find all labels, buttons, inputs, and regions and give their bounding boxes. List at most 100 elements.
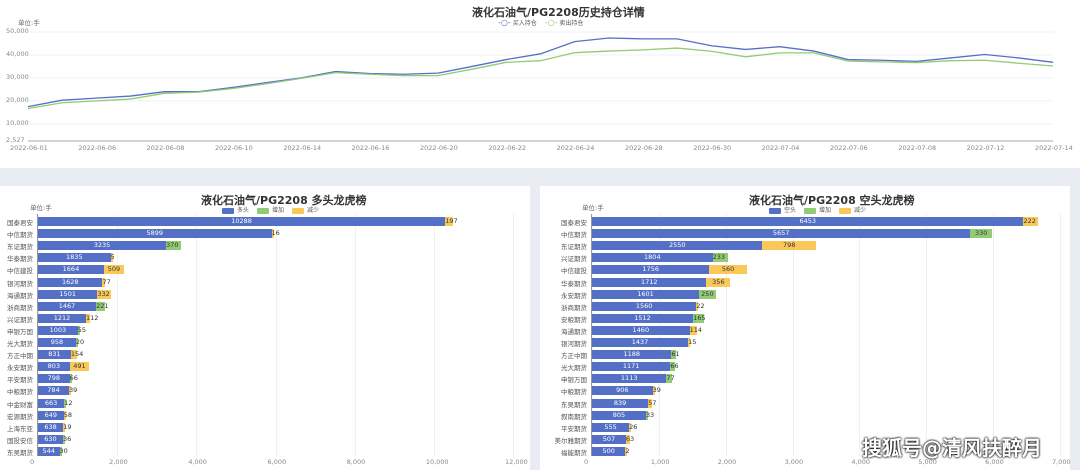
position-bar[interactable]	[38, 313, 86, 323]
increase-bar[interactable]	[970, 229, 993, 239]
position-bar[interactable]	[592, 289, 700, 299]
position-bar[interactable]	[38, 241, 167, 251]
position-bar[interactable]	[592, 410, 646, 420]
decrease-bar[interactable]	[63, 422, 66, 432]
legend-item-decrease[interactable]: 减少	[292, 205, 319, 214]
position-bar[interactable]	[38, 350, 71, 360]
decrease-bar[interactable]	[689, 325, 698, 335]
category-label: 安粮期货	[561, 315, 587, 324]
bar-value-label: 1835	[66, 253, 83, 262]
position-bar[interactable]	[38, 229, 272, 239]
position-bar[interactable]	[38, 277, 103, 287]
position-bar[interactable]	[592, 434, 626, 444]
increase-bar[interactable]	[166, 241, 181, 251]
legend-item-buy[interactable]: -○- 买入持仓	[498, 18, 537, 27]
legend-item-decrease[interactable]: 减少	[839, 205, 866, 214]
position-bar[interactable]	[38, 325, 78, 335]
grid-line	[433, 214, 435, 456]
position-bar[interactable]	[38, 434, 63, 444]
position-bar[interactable]	[592, 277, 707, 287]
decrease-bar[interactable]	[709, 265, 747, 275]
position-bar[interactable]	[592, 338, 689, 347]
position-bar[interactable]	[592, 386, 653, 396]
position-bar[interactable]	[592, 217, 1024, 226]
position-bar[interactable]	[38, 301, 97, 311]
decrease-bar[interactable]	[688, 338, 691, 347]
change-value-label: 39	[69, 386, 78, 395]
position-bar[interactable]	[592, 229, 971, 239]
decrease-bar[interactable]	[271, 229, 274, 239]
legend-item-long[interactable]: 多头	[222, 205, 249, 214]
decrease-bar[interactable]	[70, 350, 77, 360]
decrease-bar[interactable]	[762, 241, 816, 251]
position-bar[interactable]	[38, 265, 104, 275]
decrease-bar[interactable]	[706, 277, 731, 287]
decrease-bar[interactable]	[102, 277, 106, 287]
position-bar[interactable]	[38, 217, 446, 226]
decrease-bar[interactable]	[648, 398, 652, 408]
decrease-bar[interactable]	[85, 313, 91, 323]
legend-item-short[interactable]: 空头	[769, 205, 796, 214]
position-bar[interactable]	[38, 289, 98, 299]
position-bar[interactable]	[592, 362, 671, 372]
series-line	[27, 37, 1054, 108]
decrease-bar[interactable]	[63, 410, 66, 420]
increase-bar[interactable]	[666, 374, 672, 384]
bar-value-label: 1460	[632, 325, 650, 334]
position-bar[interactable]	[592, 325, 690, 335]
position-bar[interactable]	[38, 253, 111, 263]
increase-bar[interactable]	[645, 410, 649, 420]
position-bar[interactable]	[592, 241, 763, 251]
decrease-bar[interactable]	[97, 289, 111, 299]
position-bar[interactable]	[592, 313, 694, 323]
x-tick-label: 0	[30, 458, 35, 466]
position-bar[interactable]	[38, 338, 76, 347]
position-bar[interactable]	[38, 386, 70, 396]
circle-icon: -○-	[544, 18, 558, 27]
increase-bar[interactable]	[96, 301, 105, 311]
position-bar[interactable]	[592, 422, 630, 432]
increase-bar[interactable]	[75, 338, 78, 347]
position-bar[interactable]	[38, 446, 60, 456]
increase-bar[interactable]	[693, 313, 705, 323]
increase-bar[interactable]	[671, 350, 676, 360]
position-bar[interactable]	[38, 398, 65, 408]
position-bar[interactable]	[592, 350, 672, 360]
increase-bar[interactable]	[59, 446, 62, 456]
position-bar[interactable]	[592, 253, 713, 263]
decrease-bar[interactable]	[69, 386, 72, 396]
decrease-bar[interactable]	[1023, 217, 1039, 226]
increase-bar[interactable]	[69, 374, 73, 384]
category-label: 宏源期货	[7, 412, 33, 421]
increase-bar[interactable]	[64, 398, 67, 408]
x-tick-label: 1,000	[650, 458, 670, 466]
decrease-bar[interactable]	[629, 422, 632, 432]
position-bar[interactable]	[592, 446, 626, 456]
increase-bar[interactable]	[77, 325, 80, 335]
legend-item-increase[interactable]: 增加	[257, 205, 284, 214]
position-bar[interactable]	[38, 410, 64, 420]
bar-value-label: 906	[616, 386, 629, 395]
decrease-bar[interactable]	[110, 253, 113, 263]
increase-bar[interactable]	[712, 253, 729, 263]
legend-item-increase[interactable]: 增加	[804, 205, 831, 214]
decrease-bar[interactable]	[625, 434, 631, 444]
increase-bar[interactable]	[699, 289, 716, 299]
position-bar[interactable]	[592, 374, 667, 384]
decrease-bar[interactable]	[69, 362, 90, 372]
position-bar[interactable]	[38, 374, 70, 384]
x-tick-label: 2022-07-14	[1035, 144, 1073, 152]
position-bar[interactable]	[38, 362, 70, 372]
increase-bar[interactable]	[62, 434, 65, 444]
position-bar[interactable]	[592, 301, 697, 311]
position-bar[interactable]	[592, 398, 649, 408]
legend-item-sell[interactable]: -○- 卖出持仓	[544, 18, 584, 27]
position-bar[interactable]	[592, 265, 710, 275]
increase-bar[interactable]	[670, 362, 675, 372]
decrease-bar[interactable]	[625, 446, 628, 456]
position-bar[interactable]	[38, 422, 64, 432]
decrease-bar[interactable]	[652, 386, 656, 396]
decrease-bar[interactable]	[445, 217, 454, 226]
decrease-bar[interactable]	[696, 301, 699, 311]
decrease-bar[interactable]	[103, 265, 124, 275]
